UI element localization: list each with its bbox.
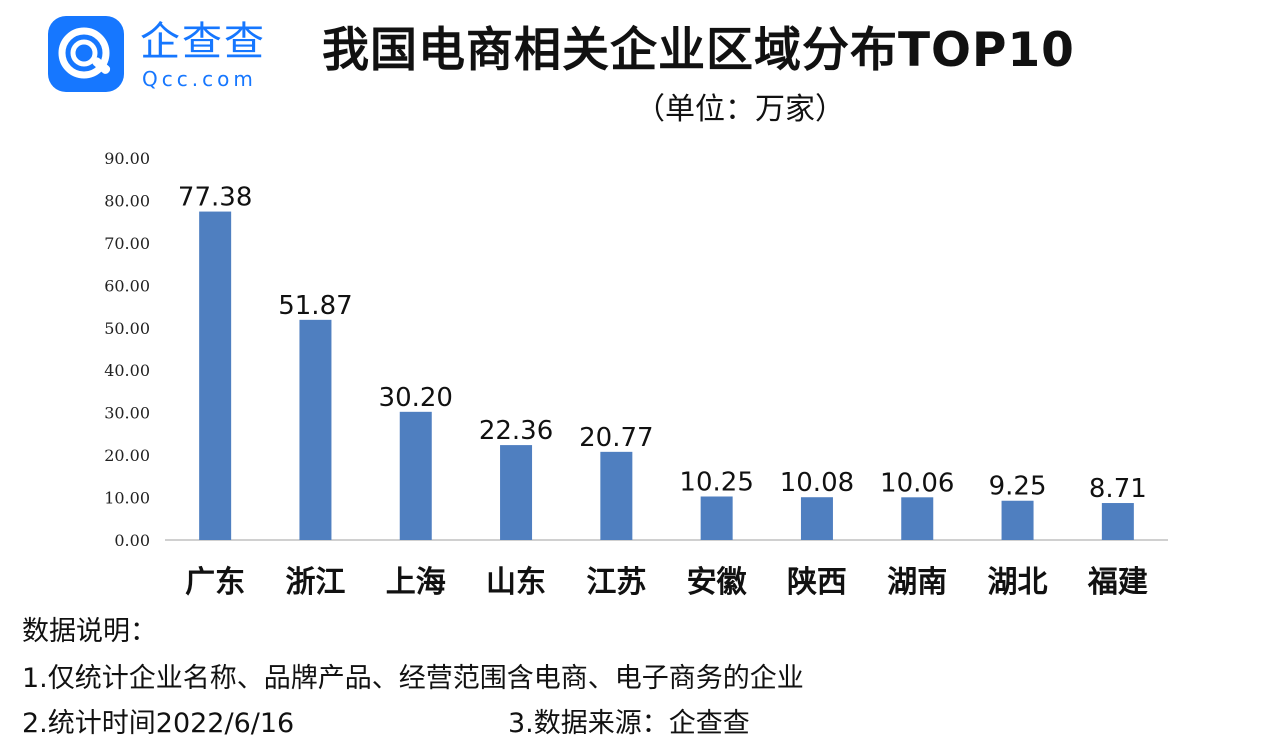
chart-subtitle: （单位：万家）: [635, 92, 845, 127]
bar: [800, 497, 833, 540]
x-tick-label: 浙江: [285, 565, 345, 600]
bar: [600, 451, 633, 540]
bar-series: 77.38 51.87 30.20 22.36 20.77 10.25 10.08 10.06…: [178, 183, 1147, 540]
y-tick-label: 0.00: [114, 531, 150, 550]
y-tick-label: 90.00: [104, 149, 150, 168]
bar: [500, 445, 533, 540]
x-tick-label: 福建: [1087, 565, 1148, 600]
y-tick-label: 60.00: [104, 276, 150, 295]
bar-chart: 0.00 10.00 20.00 30.00 40.00 50.00 60.00 70.00 8…: [104, 149, 1168, 600]
x-tick-label: 湖北: [988, 565, 1048, 600]
x-tick-label: 江苏: [586, 565, 646, 600]
data-label: 22.36: [479, 416, 553, 446]
y-tick-label: 30.00: [104, 404, 150, 423]
note-line-2: 2.统计时间2022/6/16: [22, 708, 295, 739]
qcc-logo: 企查查 Qcc.com: [48, 16, 298, 92]
y-axis: 0.00 10.00 20.00 30.00 40.00 50.00 60.00 70.00 8…: [104, 149, 150, 550]
data-label: 10.08: [780, 468, 854, 498]
data-label: 51.87: [278, 291, 352, 321]
y-tick-label: 80.00: [104, 191, 150, 210]
data-label: 10.06: [880, 468, 954, 498]
bar: [199, 211, 232, 540]
bar: [1001, 500, 1034, 540]
qcc-logo-icon: [48, 16, 124, 92]
bar: [901, 497, 934, 540]
note-line-1: 1.仅统计企业名称、品牌产品、经营范围含电商、电子商务的企业: [22, 663, 804, 694]
notes-heading: 数据说明：: [22, 616, 157, 647]
data-label: 20.77: [579, 423, 653, 453]
x-tick-label: 安徽: [687, 565, 748, 600]
logo-name-cn: 企查查: [140, 19, 266, 65]
x-tick-label: 湖南: [887, 565, 947, 600]
x-tick-label: 山东: [486, 565, 546, 600]
y-tick-label: 40.00: [104, 361, 150, 380]
x-tick-label: 广东: [185, 565, 245, 600]
x-tick-label: 陕西: [787, 565, 847, 600]
bar: [1101, 503, 1134, 540]
data-label: 10.25: [679, 467, 753, 497]
logo-name-en: Qcc.com: [142, 67, 257, 91]
chart-title: 我国电商相关企业区域分布TOP10: [322, 23, 1075, 78]
bar: [299, 319, 332, 540]
data-label: 9.25: [989, 472, 1047, 502]
data-label: 77.38: [178, 183, 252, 213]
x-tick-label: 上海: [386, 565, 446, 600]
y-tick-label: 50.00: [104, 319, 150, 338]
y-tick-label: 20.00: [104, 446, 150, 465]
y-tick-label: 70.00: [104, 234, 150, 253]
x-axis-labels: 广东 浙江 上海 山东 江苏 安徽 陕西 湖南 湖北 福建: [185, 565, 1148, 600]
y-tick-label: 10.00: [104, 489, 150, 508]
data-label: 30.20: [379, 383, 453, 413]
data-label: 8.71: [1089, 474, 1147, 504]
bar: [700, 496, 733, 540]
note-line-3: 3.数据来源：企查查: [508, 708, 750, 739]
bar: [399, 411, 432, 540]
